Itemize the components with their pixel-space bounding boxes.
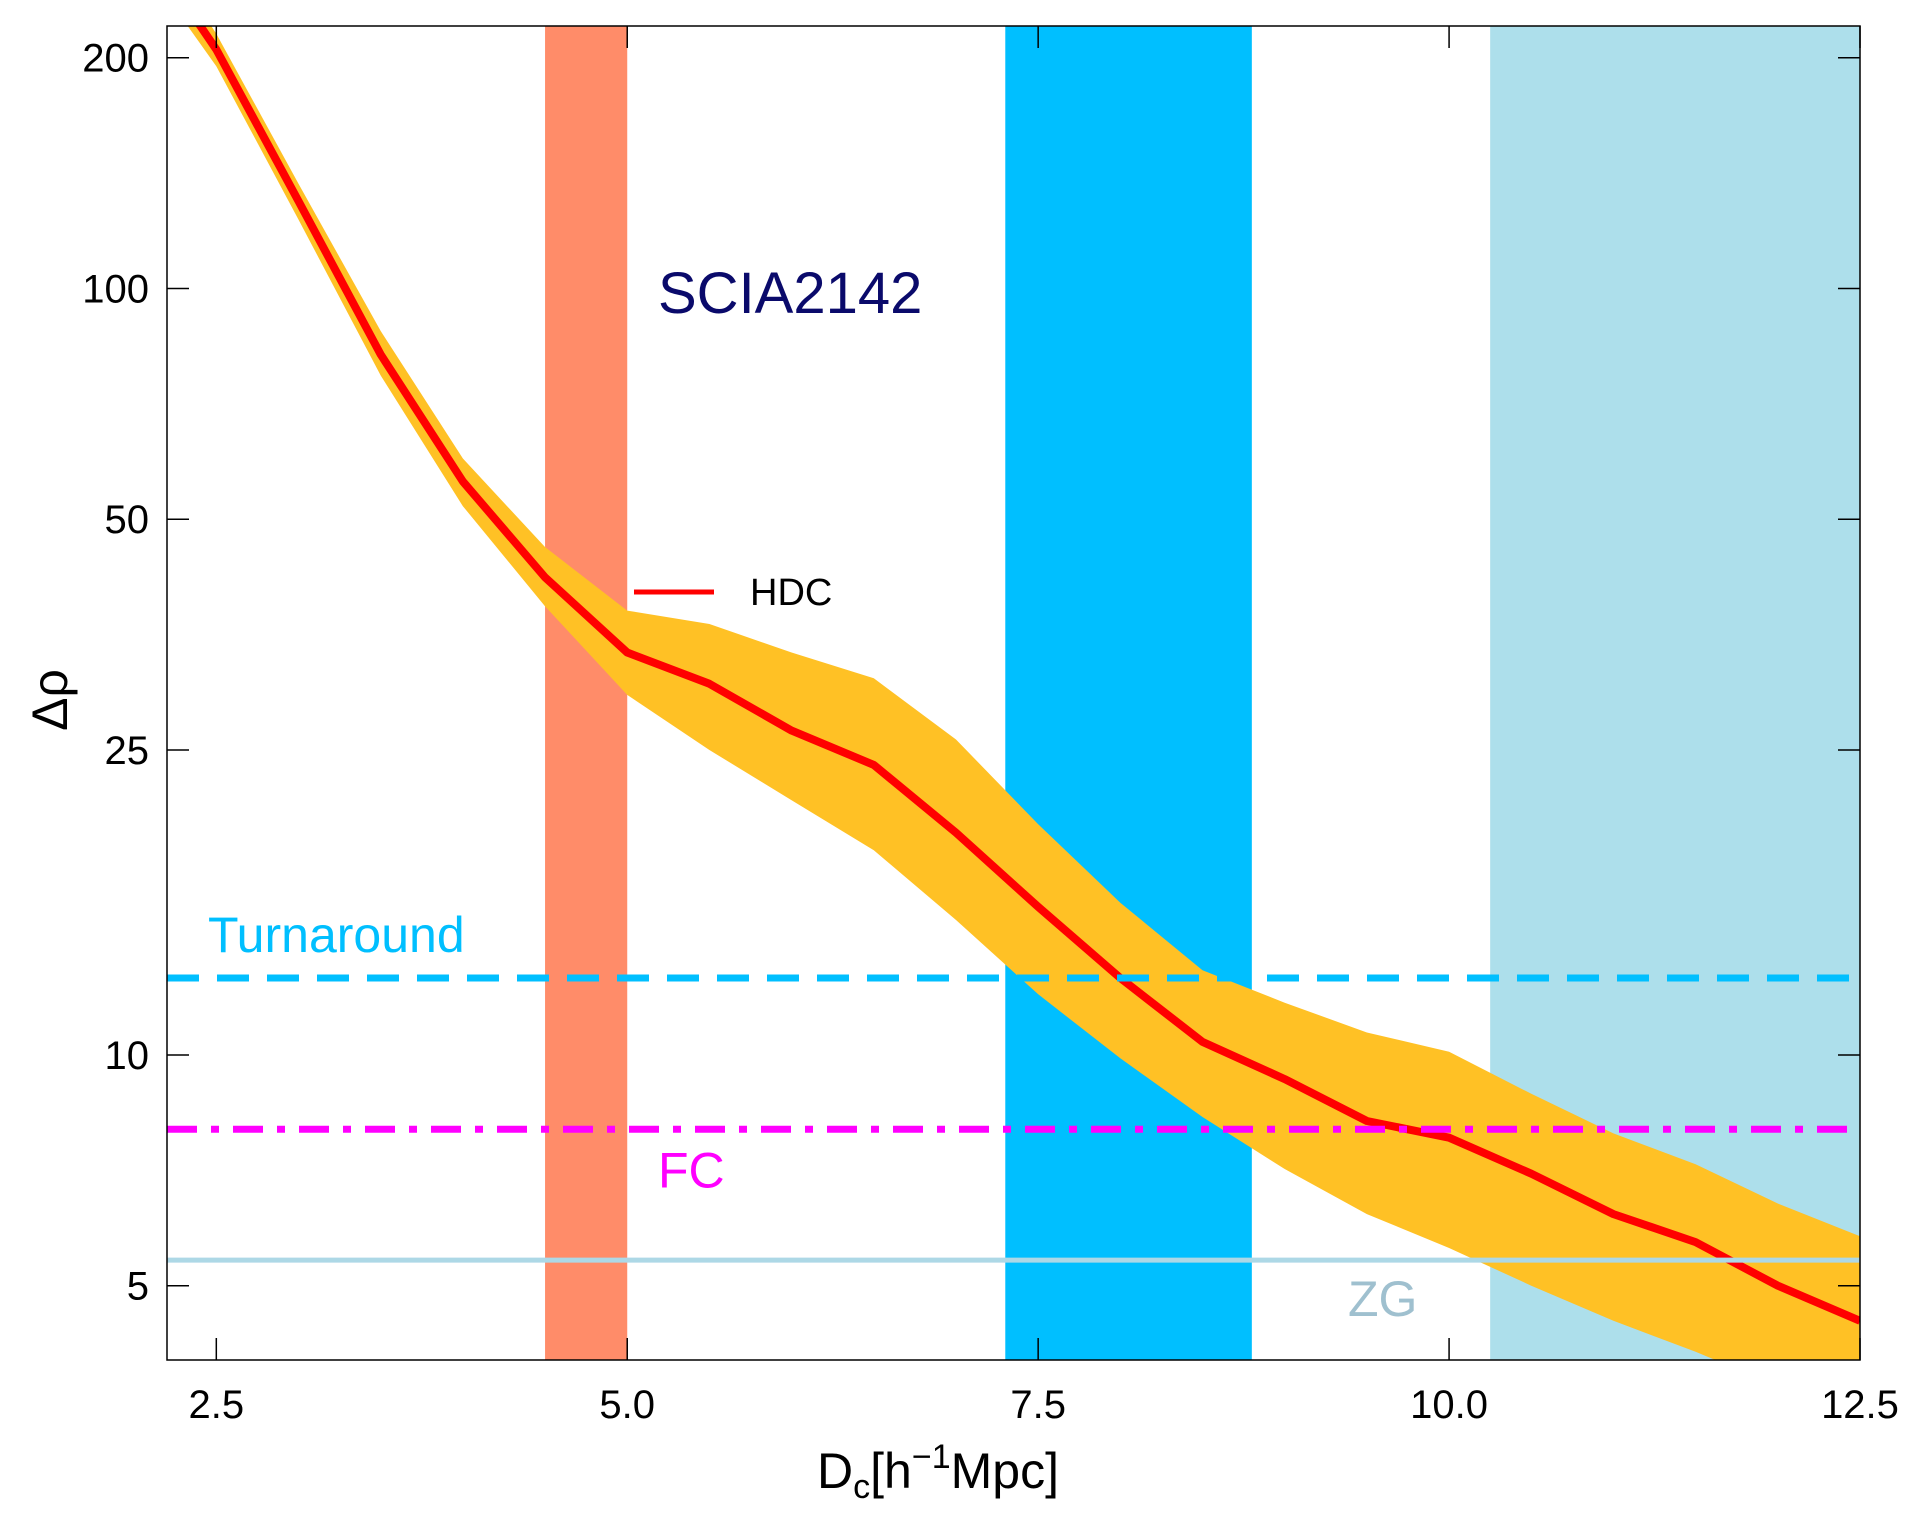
x-axis-title: Dc[h−1Mpc] (817, 1438, 1059, 1506)
data-point (1037, 906, 1039, 908)
series-area (187, 26, 1860, 1360)
data-point (1777, 1285, 1779, 1287)
highlight-bands (545, 26, 1860, 1360)
series-band-hdc (187, 26, 1860, 1360)
data-point (462, 480, 464, 482)
y-tick-label: 100 (82, 267, 149, 311)
y-axis-title: Δρ (22, 669, 78, 731)
data-point (1530, 1173, 1532, 1175)
y-tick-label: 25 (105, 729, 150, 773)
x-axis-title-sup: −1 (912, 1438, 951, 1476)
data-point (297, 200, 299, 202)
data-point (708, 683, 710, 685)
band-2 (1005, 26, 1252, 1360)
hline-label-zg: ZG (1348, 1271, 1417, 1327)
data-point (1695, 1241, 1697, 1243)
data-point (1612, 1213, 1614, 1215)
plot-frame (166, 25, 1861, 1361)
x-axis-title-rest2: Mpc] (951, 1443, 1059, 1499)
band-1 (545, 26, 628, 1360)
axis-ticks: 2.5 5.0 7.5 10.0 12.5 5 10 25 50 100 200 (82, 26, 1899, 1427)
chart-labels: HDC Turnaround FC ZG (208, 572, 1417, 1327)
x-axis-title-rest1: [h (870, 1443, 912, 1499)
chart-title: SCIA2142 (658, 261, 922, 326)
x-tick-label: 7.5 (1010, 1383, 1066, 1427)
data-point (1448, 1137, 1450, 1139)
legend-label-hdc: HDC (750, 572, 832, 614)
x-axis-title-base: D (817, 1443, 853, 1499)
x-tick-label: 5.0 (599, 1383, 655, 1427)
data-point (791, 730, 793, 732)
data-point (215, 49, 217, 51)
y-tick-label: 10 (105, 1034, 150, 1078)
x-axis-title-sub: c (853, 1468, 870, 1506)
y-tick-label: 5 (127, 1265, 149, 1309)
data-point (1202, 1041, 1204, 1043)
data-point (626, 652, 628, 654)
data-point (380, 354, 382, 356)
data-point (1284, 1078, 1286, 1080)
x-tick-label: 2.5 (189, 1383, 245, 1427)
data-point (1366, 1120, 1368, 1122)
data-point (544, 576, 546, 578)
x-tick-label: 10.0 (1410, 1383, 1488, 1427)
y-tick-label: 200 (82, 37, 149, 81)
x-tick-label: 12.5 (1821, 1383, 1899, 1427)
reference-lines (167, 974, 1860, 1263)
hline-label-turnaround: Turnaround (208, 907, 465, 963)
series-line-hdc (195, 26, 1860, 1325)
hline-label-fc: FC (658, 1142, 725, 1198)
data-point (955, 832, 957, 834)
data-point (873, 764, 875, 766)
y-tick-label: 50 (105, 498, 150, 542)
